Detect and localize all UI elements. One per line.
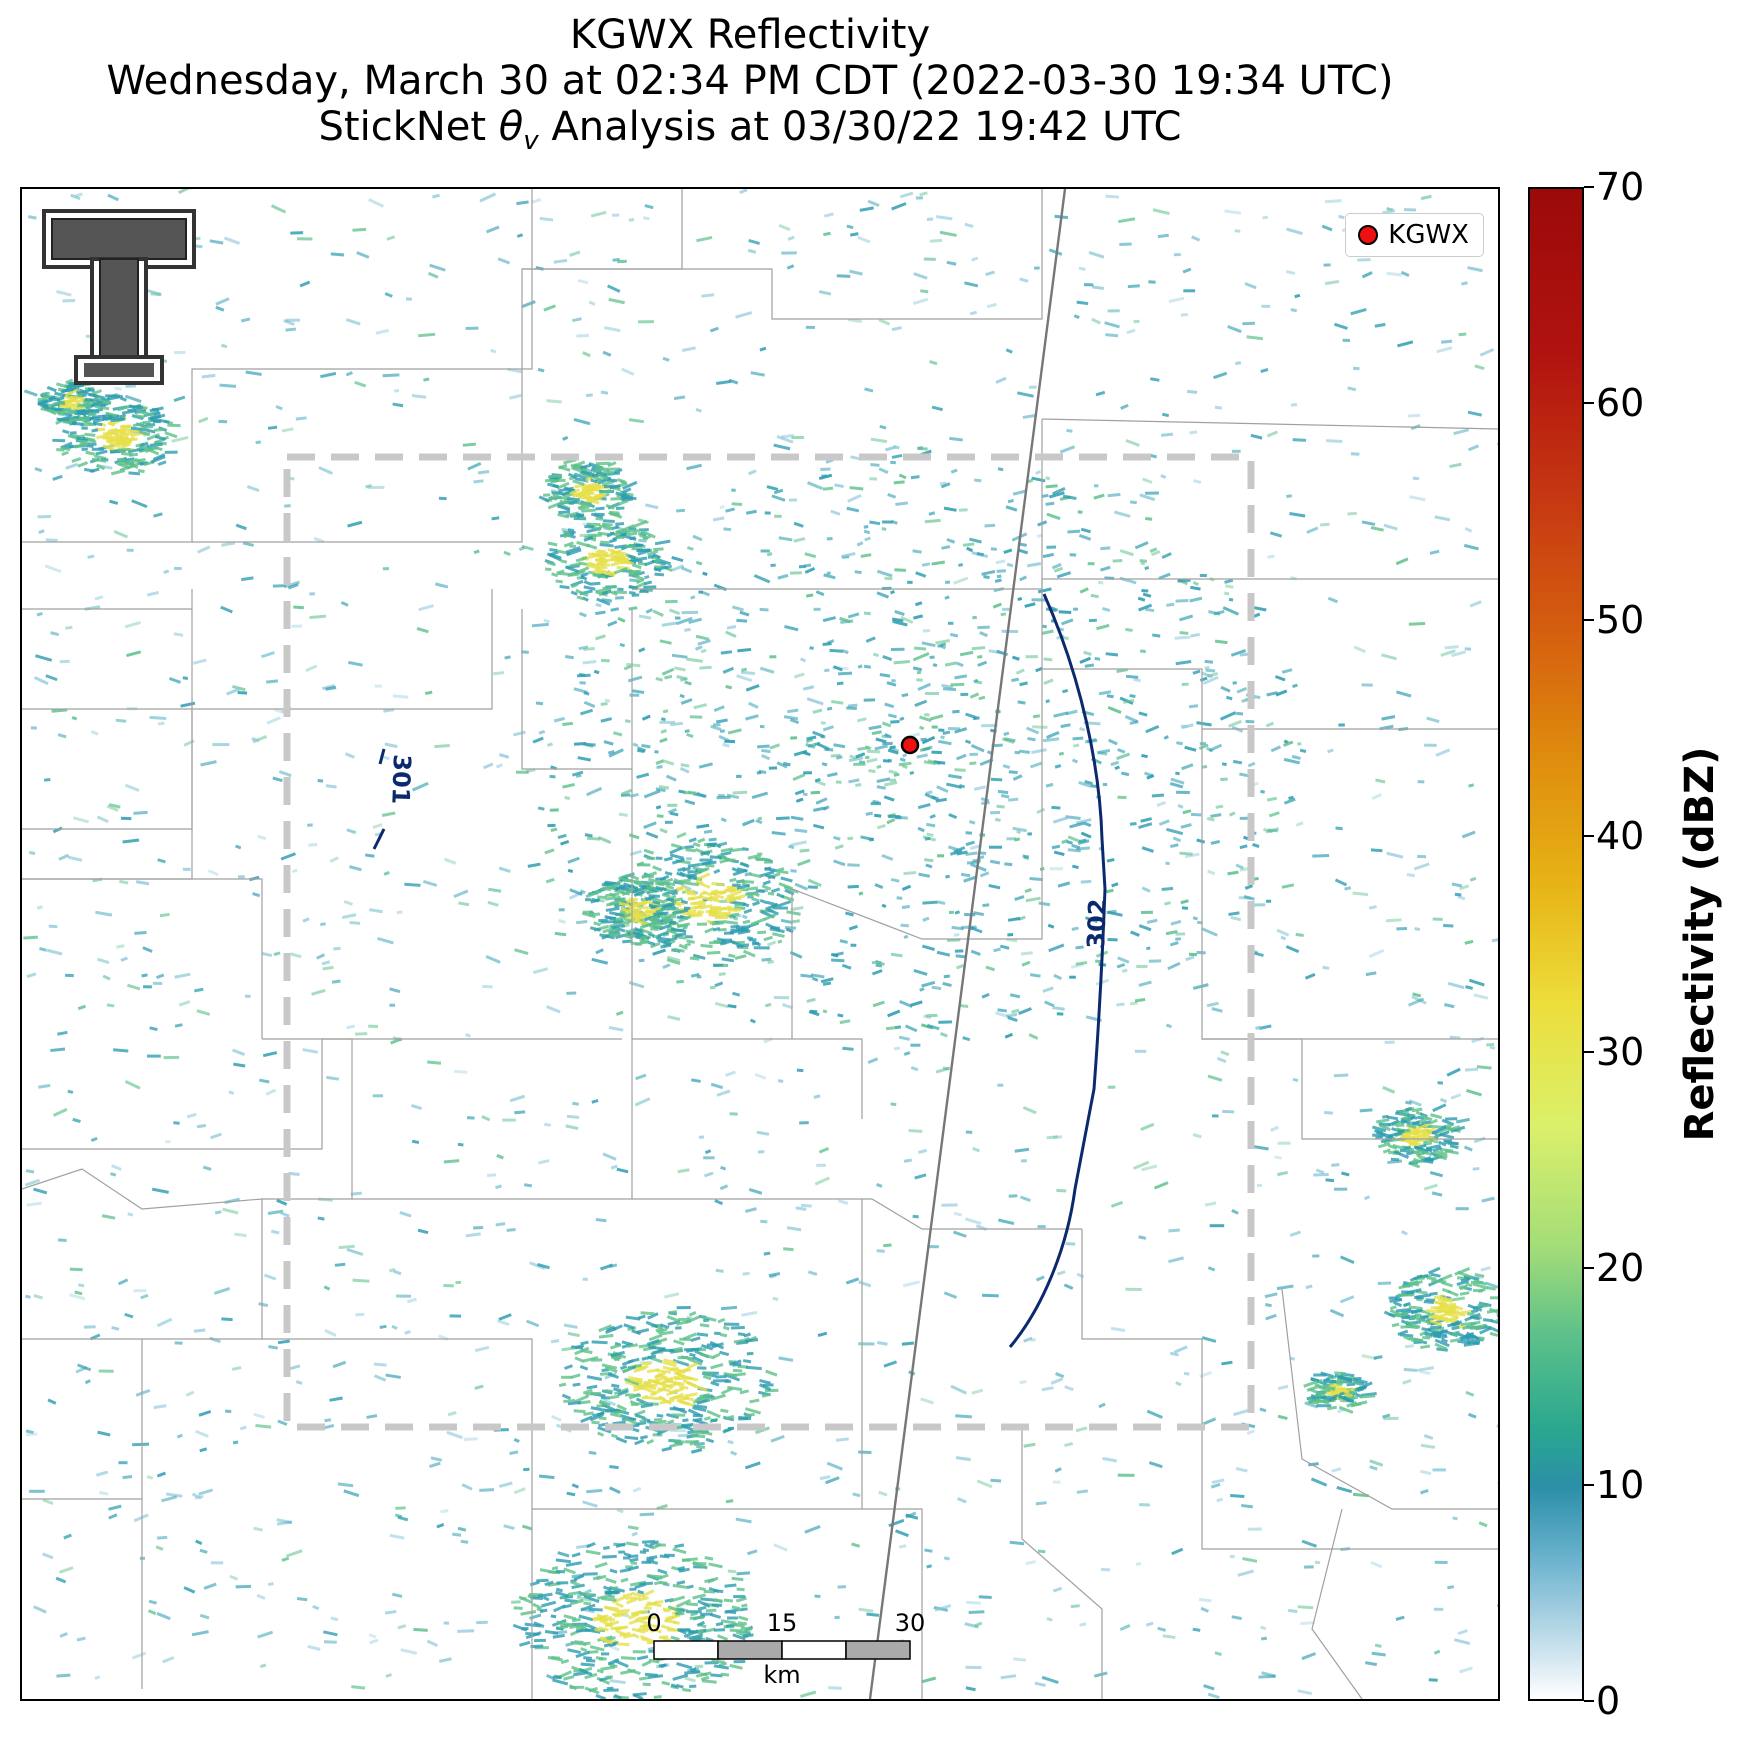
colorbar-tick-mark: [1584, 618, 1594, 621]
colorbar-tick-label: 40: [1596, 813, 1645, 858]
colorbar-tick-mark: [1584, 1483, 1594, 1486]
title-line-1: KGWX Reflectivity: [569, 12, 931, 58]
contour-label-302: 302: [1082, 898, 1112, 949]
title-line-3: StickNet θv Analysis at 03/30/22 19:42 U…: [0, 104, 1500, 164]
colorbar-tick-mark: [1584, 1700, 1594, 1702]
colorbar-tick-mark: [1584, 834, 1594, 837]
colorbar-tick-mark: [1584, 186, 1594, 188]
scale-unit: km: [763, 1661, 801, 1689]
legend-label: KGWX: [1388, 220, 1469, 250]
colorbar: [1528, 187, 1584, 1701]
colorbar-tick-label: 50: [1596, 597, 1645, 642]
scale-bar: 0 15 30 km: [622, 1589, 925, 1689]
title-line-3-prefix: StickNet: [318, 104, 499, 150]
radar-site-legend-icon: [1358, 225, 1379, 245]
colorbar-tick-label: 60: [1596, 381, 1645, 426]
scale-tick-0: 0: [646, 1609, 662, 1637]
theta-symbol: θ: [498, 104, 524, 150]
map-canvas: 302 301: [22, 189, 1498, 1699]
colorbar-tick-label: 70: [1596, 165, 1645, 209]
contour-label-301: 301: [386, 754, 416, 805]
colorbar-tick-label: 10: [1596, 1462, 1645, 1507]
colorbar-tick-label: 0: [1596, 1679, 1621, 1723]
title-line-3-suffix: Analysis at 03/30/22 19:42 UTC: [538, 104, 1182, 150]
title-block: KGWX Reflectivity Wednesday, March 30 at…: [0, 12, 1500, 164]
colorbar-tick-mark: [1584, 1267, 1594, 1270]
colorbar-tick-label: 20: [1596, 1246, 1645, 1291]
legend-box: KGWX: [1345, 213, 1484, 257]
colorbar-title: Reflectivity (dBZ): [1677, 746, 1723, 1142]
interstate-highway: [868, 189, 1067, 1699]
colorbar-tick-mark: [1584, 1051, 1594, 1054]
theta-subscript: v: [523, 126, 539, 156]
colorbar-tick-label: 30: [1596, 1030, 1645, 1075]
map-panel[interactable]: 302 301 KGWX 0 15 30 km: [20, 187, 1500, 1701]
texas-tech-logo-icon: [40, 207, 200, 401]
reflectivity-echoes: [23, 189, 1498, 1699]
radar-site-marker: [900, 735, 920, 755]
contour-301: [372, 748, 386, 850]
county-boundaries: [22, 189, 1498, 1699]
colorbar-tick-mark: [1584, 402, 1594, 405]
title-line-2: Wednesday, March 30 at 02:34 PM CDT (202…: [106, 58, 1394, 104]
contour-302: [1008, 593, 1107, 1348]
scale-tick-30: 30: [894, 1609, 926, 1637]
scale-tick-15: 15: [766, 1609, 798, 1637]
